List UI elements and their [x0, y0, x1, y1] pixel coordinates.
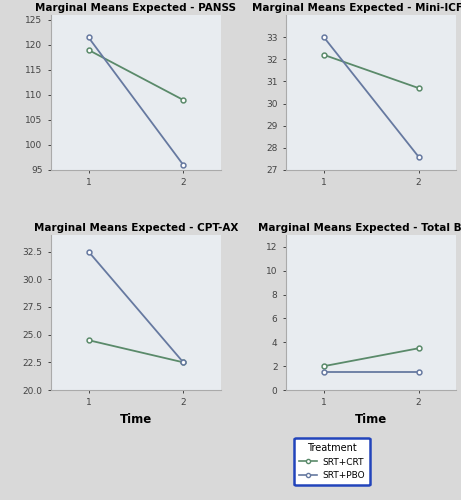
Title: Marginal Means Expected - Mini-ICF-APP: Marginal Means Expected - Mini-ICF-APP	[252, 3, 461, 13]
Legend: SRT+CRT, SRT+PBO: SRT+CRT, SRT+PBO	[294, 438, 370, 486]
X-axis label: Time: Time	[120, 413, 152, 426]
Title: Marginal Means Expected - Total BACS: Marginal Means Expected - Total BACS	[258, 223, 461, 233]
Title: Marginal Means Expected - CPT-AX: Marginal Means Expected - CPT-AX	[34, 223, 238, 233]
Title: Marginal Means Expected - PANSS: Marginal Means Expected - PANSS	[35, 3, 236, 13]
X-axis label: Time: Time	[355, 413, 387, 426]
